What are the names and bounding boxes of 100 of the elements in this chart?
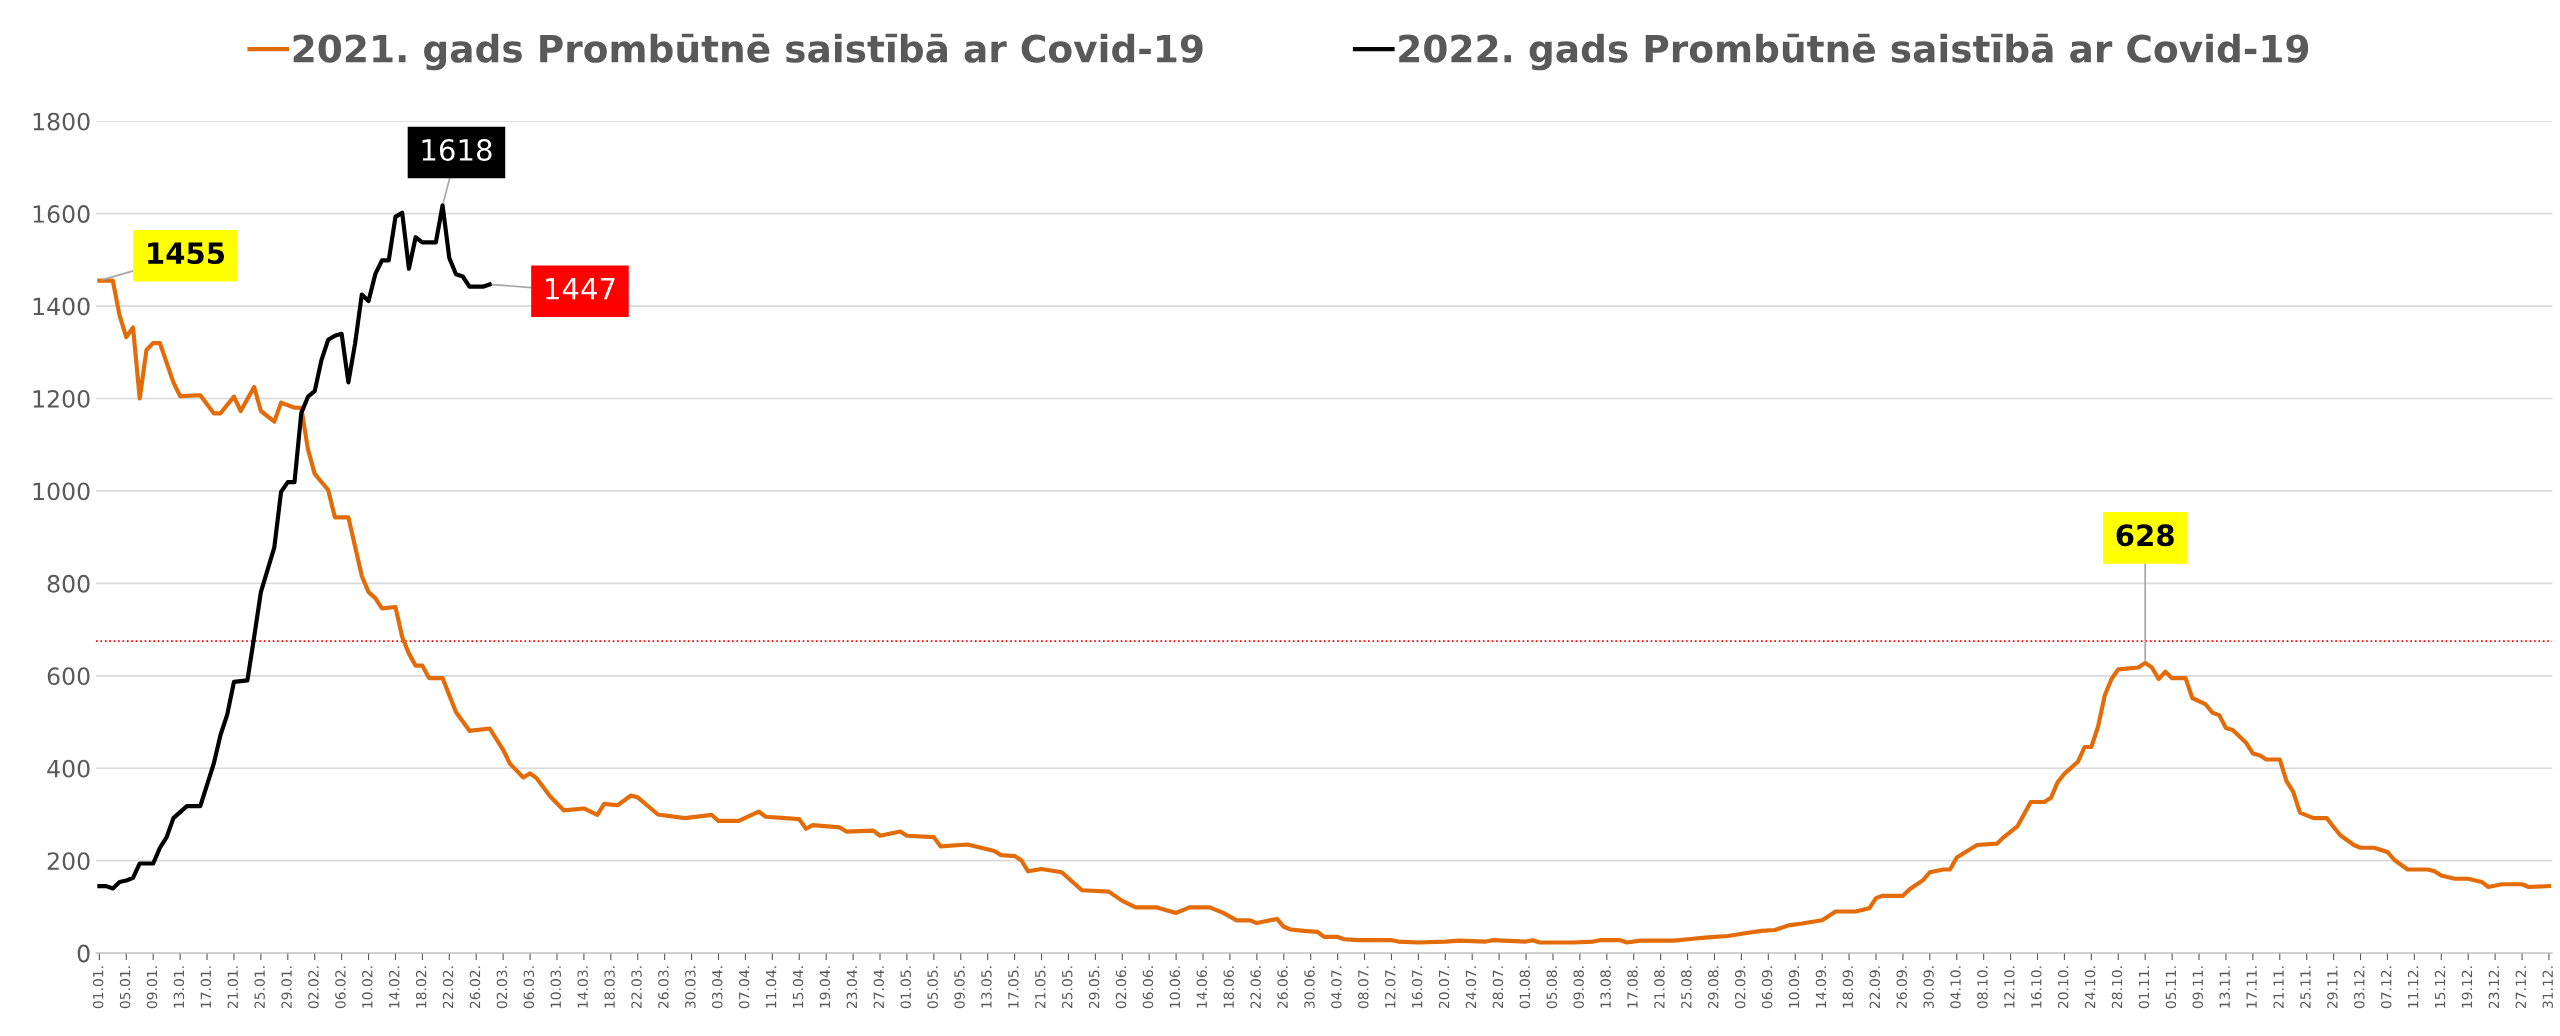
y-tick-label: 0 — [77, 944, 90, 963]
x-tick-label: 15.12. — [2434, 966, 2446, 1008]
x-tick-label: 30.09. — [1923, 966, 1934, 1009]
x-tick-label: 12.10. — [2004, 966, 2015, 1008]
y-tick-label: 1600 — [33, 205, 90, 223]
x-tick-label: 05.08. — [1546, 966, 1557, 1009]
y-tick-label: 600 — [47, 667, 90, 686]
x-tick-label: 05.01. — [119, 966, 131, 1009]
x-tick-label: 14.02. — [388, 966, 400, 1008]
x-tick-label: 12.07. — [1384, 966, 1396, 1008]
x-tick-label: 06.02. — [335, 966, 346, 1009]
x-tick-label: 10.02. — [362, 966, 373, 1008]
x-tick-label: 20.10. — [2057, 966, 2069, 1009]
y-tick-label: 1000 — [33, 482, 90, 501]
x-tick-label: 28.07. — [1492, 966, 1504, 1009]
y-tick-label: 1800 — [33, 112, 90, 131]
x-tick-label: 23.04. — [846, 966, 858, 1009]
annotation: 1447 — [546, 278, 615, 300]
y-tick-label: 400 — [47, 759, 90, 778]
x-tick-label: 18.09. — [1842, 966, 1854, 1008]
x-tick-label: 14.03. — [577, 966, 588, 1008]
x-tick-label: 07.12. — [2380, 966, 2392, 1009]
x-tick-label: 06.09. — [1761, 966, 1773, 1009]
x-tick-label: 01.01. — [92, 966, 104, 1009]
x-tick-label: 02.03. — [496, 966, 508, 1009]
x-tick-label: 21.01. — [227, 966, 238, 1009]
annotation: 628 — [2116, 524, 2174, 547]
x-tick-label: 29.01. — [281, 966, 292, 1009]
x-tick-label: 13.08. — [1600, 966, 1611, 1008]
x-tick-label: 22.03. — [631, 966, 642, 1009]
x-tick-label: 09.08. — [1573, 966, 1584, 1009]
x-tick-label: 05.11. — [2165, 966, 2177, 1009]
annotation: 1455 — [148, 242, 225, 265]
x-tick-label: 18.03. — [604, 966, 615, 1008]
x-tick-label: 21.08. — [1654, 966, 1665, 1009]
x-tick-label: 21.11. — [2273, 966, 2284, 1009]
x-tick-label: 29.08. — [1708, 966, 1719, 1009]
x-tick-label: 02.06. — [1115, 966, 1127, 1009]
x-tick-label: 30.06. — [1304, 966, 1315, 1009]
legend-label: 2021. gads Prombūtnē saistībā ar Covid-19 — [293, 33, 1203, 71]
x-tick-label: 11.04. — [765, 966, 777, 1008]
x-tick-label: 06.03. — [523, 966, 535, 1009]
x-tick-label: 02.09. — [1734, 966, 1746, 1009]
x-tick-label: 08.07. — [1358, 966, 1369, 1009]
x-tick-label: 28.10. — [2111, 966, 2123, 1009]
x-tick-label: 10.03. — [550, 966, 562, 1008]
x-tick-label: 17.11. — [2246, 966, 2257, 1008]
x-tick-label: 05.05. — [927, 966, 938, 1009]
x-tick-label: 04.07. — [1331, 966, 1342, 1009]
x-tick-label: 21.05. — [1035, 966, 1046, 1009]
x-tick-label: 15.04. — [792, 966, 804, 1008]
y-tick-label: 1200 — [33, 389, 90, 408]
x-tick-label: 08.10. — [1977, 966, 1988, 1009]
x-tick-label: 03.12. — [2354, 966, 2365, 1009]
x-tick-label: 30.03. — [685, 966, 696, 1009]
x-tick-label: 16.07. — [1411, 966, 1423, 1008]
x-tick-label: 22.06. — [1250, 966, 1261, 1009]
x-tick-label: 23.12. — [2488, 966, 2500, 1009]
y-tick-label: 1400 — [33, 297, 90, 316]
x-tick-label: 04.10. — [1950, 966, 1961, 1009]
x-tick-label: 17.08. — [1627, 966, 1638, 1008]
x-tick-label: 25.11. — [2300, 966, 2311, 1009]
x-tick-label: 18.02. — [415, 966, 427, 1008]
x-tick-label: 07.04. — [738, 966, 750, 1009]
x-tick-label: 25.01. — [254, 966, 265, 1009]
x-tick-label: 02.02. — [308, 966, 319, 1009]
x-tick-label: 13.11. — [2219, 966, 2230, 1008]
x-tick-label: 11.12. — [2407, 966, 2419, 1008]
x-tick-label: 01.05. — [900, 966, 911, 1009]
x-tick-label: 03.04. — [712, 966, 723, 1009]
x-tick-label: 10.06. — [1169, 966, 1181, 1008]
x-tick-label: 14.09. — [1815, 966, 1827, 1008]
x-tick-label: 17.01. — [200, 966, 212, 1008]
x-tick-label: 06.06. — [1142, 966, 1154, 1009]
x-tick-label: 26.09. — [1896, 966, 1907, 1009]
x-tick-label: 14.06. — [1196, 966, 1208, 1008]
x-tick-label: 13.05. — [981, 966, 992, 1008]
x-tick-label: 19.12. — [2461, 966, 2473, 1008]
x-tick-label: 01.08. — [1519, 966, 1531, 1009]
x-tick-label: 31.12. — [2542, 966, 2553, 1009]
x-tick-label: 25.08. — [1681, 966, 1692, 1009]
x-tick-label: 25.05. — [1061, 966, 1073, 1009]
x-tick-label: 26.03. — [658, 966, 669, 1009]
x-tick-label: 18.06. — [1223, 966, 1234, 1008]
x-tick-label: 09.05. — [954, 966, 965, 1009]
x-tick-label: 24.10. — [2084, 966, 2096, 1009]
x-tick-label: 24.07. — [1465, 966, 1477, 1009]
x-tick-label: 29.11. — [2327, 966, 2338, 1009]
annotation: 1618 — [422, 138, 492, 162]
x-tick-label: 13.01. — [173, 966, 185, 1008]
legend-label: 2022. gads Prombūtnē saistībā ar Covid-19 — [1399, 33, 2309, 71]
x-tick-label: 16.10. — [2031, 966, 2042, 1008]
y-tick-label: 200 — [47, 852, 90, 870]
x-tick-label: 29.05. — [1088, 966, 1100, 1009]
x-tick-label: 09.01. — [146, 966, 158, 1009]
x-tick-label: 20.07. — [1438, 966, 1450, 1009]
x-tick-label: 19.04. — [819, 966, 831, 1008]
x-tick-label: 26.02. — [469, 966, 481, 1009]
x-tick-label: 22.09. — [1869, 966, 1881, 1009]
x-tick-label: 01.11. — [2138, 966, 2150, 1009]
